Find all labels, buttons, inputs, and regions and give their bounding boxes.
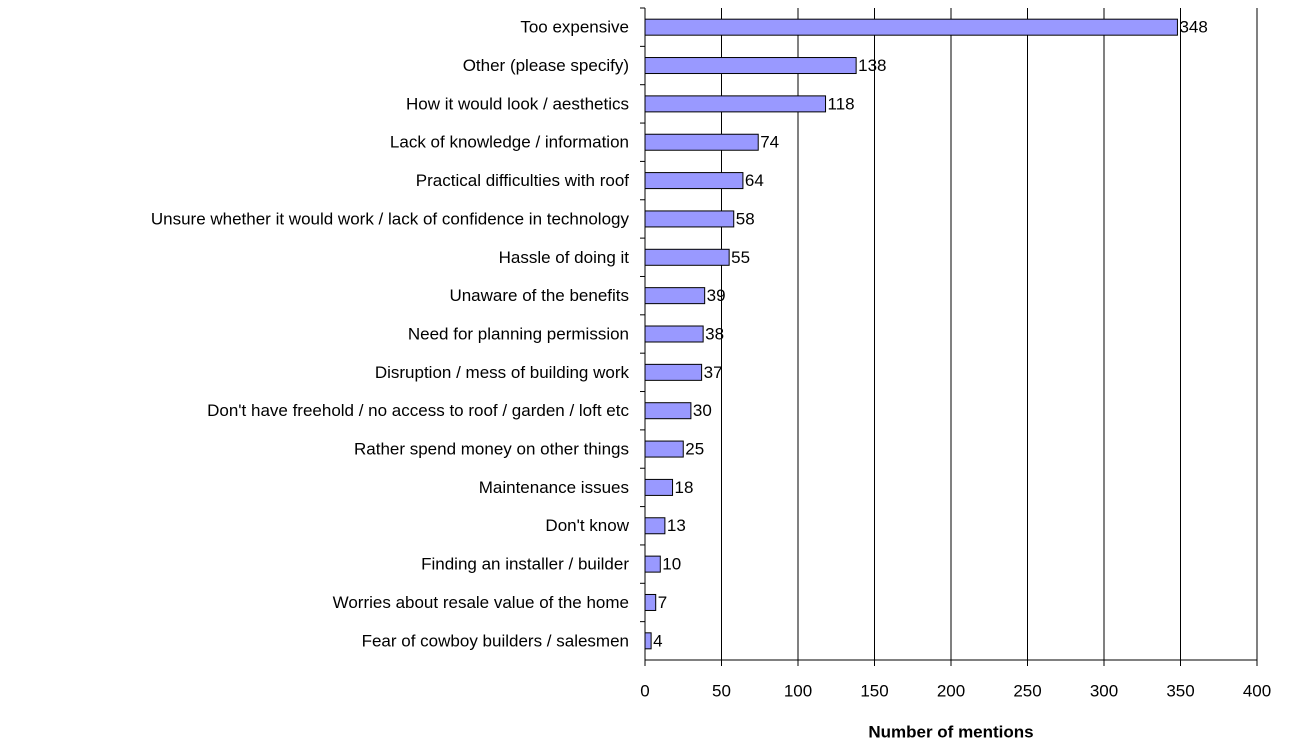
y-tick-label: Other (please specify)	[463, 56, 629, 75]
data-label: 74	[760, 133, 779, 152]
data-label: 39	[707, 286, 726, 305]
x-tick-label: 100	[784, 681, 812, 700]
data-label: 38	[705, 324, 724, 343]
y-tick-label: Need for planning permission	[408, 324, 629, 343]
x-tick-label: 350	[1166, 681, 1194, 700]
x-tick-label: 200	[937, 681, 965, 700]
x-tick-label: 150	[860, 681, 888, 700]
y-tick-label: Don't know	[545, 516, 629, 535]
y-tick-label: Practical difficulties with roof	[416, 171, 629, 190]
y-tick-label: Too expensive	[520, 18, 629, 37]
bar	[644, 287, 706, 305]
data-label: 10	[662, 555, 681, 574]
x-tick-label: 250	[1013, 681, 1041, 700]
data-label: 348	[1179, 18, 1207, 37]
bar	[644, 133, 759, 151]
bar	[644, 95, 827, 113]
bar	[644, 593, 657, 611]
data-label: 58	[736, 209, 755, 228]
bar	[644, 517, 666, 535]
y-tick-label: Unaware of the benefits	[449, 286, 629, 305]
y-tick-label: Maintenance issues	[479, 478, 629, 497]
data-label: 64	[745, 171, 764, 190]
y-tick-label: Disruption / mess of building work	[375, 363, 630, 382]
bar	[644, 18, 1178, 36]
x-tick-label: 50	[712, 681, 731, 700]
data-label: 4	[653, 631, 662, 650]
data-label: 30	[693, 401, 712, 420]
y-tick-label: Hassle of doing it	[499, 248, 630, 267]
y-tick-label: Finding an installer / builder	[421, 555, 629, 574]
bar	[644, 440, 684, 458]
data-label: 18	[675, 478, 694, 497]
bar	[644, 478, 674, 496]
data-label: 118	[828, 94, 855, 113]
data-label: 37	[704, 363, 723, 382]
bar	[644, 555, 661, 573]
x-tick-label: 400	[1243, 681, 1271, 700]
y-tick-label: How it would look / aesthetics	[406, 94, 629, 113]
x-axis-title: Number of mentions	[868, 722, 1033, 741]
data-label: 7	[658, 593, 667, 612]
data-label: 13	[667, 516, 686, 535]
y-tick-label: Worries about resale value of the home	[333, 593, 629, 612]
bar	[644, 248, 730, 266]
y-tick-label: Rather spend money on other things	[354, 440, 629, 459]
y-tick-label: Unsure whether it would work / lack of c…	[151, 209, 630, 228]
bar	[644, 325, 704, 343]
x-tick-label: 300	[1090, 681, 1118, 700]
y-tick-label: Fear of cowboy builders / salesmen	[362, 631, 629, 650]
data-label: 25	[685, 440, 704, 459]
bar	[644, 57, 857, 75]
bar	[644, 402, 692, 420]
data-label: 55	[731, 248, 750, 267]
bar	[644, 363, 703, 381]
x-tick-label: 0	[640, 681, 649, 700]
bar	[644, 632, 652, 650]
bar	[644, 210, 735, 228]
y-tick-label: Don't have freehold / no access to roof …	[207, 401, 629, 420]
data-label: 138	[858, 56, 886, 75]
bar	[644, 172, 744, 190]
y-tick-label: Lack of knowledge / information	[390, 133, 629, 152]
